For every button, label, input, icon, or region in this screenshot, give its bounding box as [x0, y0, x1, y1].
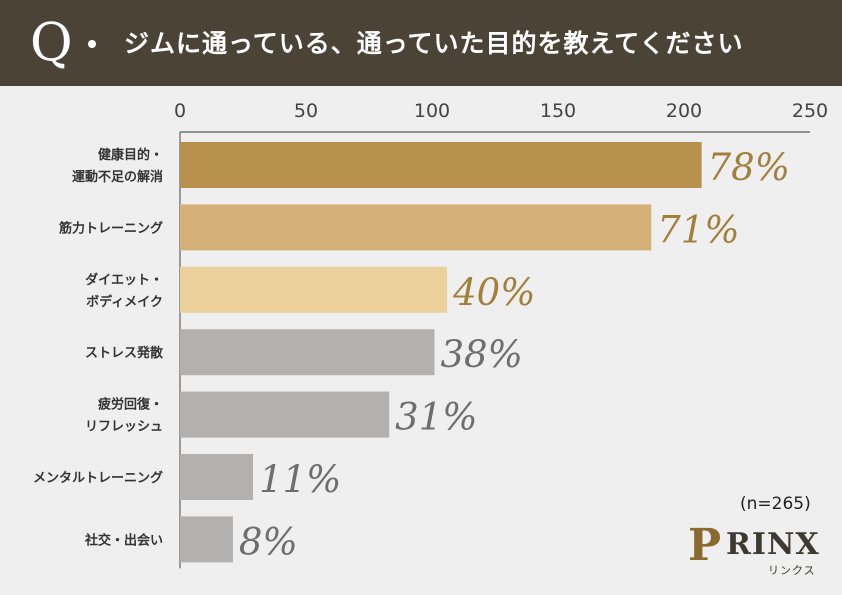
percent-label: 8% [239, 520, 298, 563]
x-tick-label: 100 [414, 100, 450, 122]
percent-label: 71% [657, 208, 739, 251]
bar [180, 516, 233, 563]
percent-label: 78% [708, 146, 790, 189]
percent-label: 31% [395, 396, 477, 439]
category-label: 運動不足の解消 [72, 169, 163, 185]
bar [180, 454, 254, 500]
category-label: 健康目的・ [98, 147, 163, 163]
bar [180, 391, 390, 438]
category-label: 疲労回復・ [98, 397, 163, 413]
x-tick-label: 250 [792, 100, 828, 122]
category-label: リフレッシュ [85, 420, 163, 435]
x-tick-label: 0 [174, 100, 186, 122]
bar [180, 329, 435, 376]
sample-size-note: (n=265) [740, 494, 811, 514]
category-label: ストレス発散 [85, 345, 164, 361]
percent-label: 38% [441, 333, 523, 376]
category-label: ダイエット・ [85, 272, 163, 288]
bar [180, 204, 652, 251]
bar [180, 266, 448, 313]
header-banner: Q ジムに通っている、通っていた目的を教えてください [0, 0, 842, 86]
question-title: ジムに通っている、通っていた目的を教えてください [124, 29, 744, 58]
logo-subtext: リンクス [768, 564, 816, 577]
question-mark-label: Q [30, 13, 73, 73]
x-tick-label: 50 [294, 100, 318, 122]
category-label: ボディメイク [86, 294, 163, 310]
logo-wordmark: RINX [726, 527, 820, 562]
percent-label: 11% [259, 458, 341, 501]
x-tick-label: 200 [666, 100, 702, 122]
category-label: 筋力トレーニング [58, 220, 163, 236]
logo-mark-icon: P [688, 520, 722, 571]
rinx-logo: P RINX リンクス [688, 522, 828, 582]
category-label: 社交・出会い [84, 532, 163, 548]
category-label: メンタルトレーニング [33, 470, 163, 486]
bar [180, 142, 702, 188]
percent-label: 40% [452, 271, 535, 314]
bar-chart: 0 50 100 150 200 250 健康目的・運動不足の解消 78% 筋力トレーニング 71… [33, 100, 828, 569]
x-tick-label: 150 [540, 100, 576, 122]
q-dot-icon [88, 40, 96, 48]
